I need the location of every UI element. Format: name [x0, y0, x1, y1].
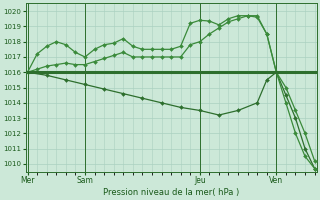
X-axis label: Pression niveau de la mer( hPa ): Pression niveau de la mer( hPa ): [103, 188, 239, 197]
